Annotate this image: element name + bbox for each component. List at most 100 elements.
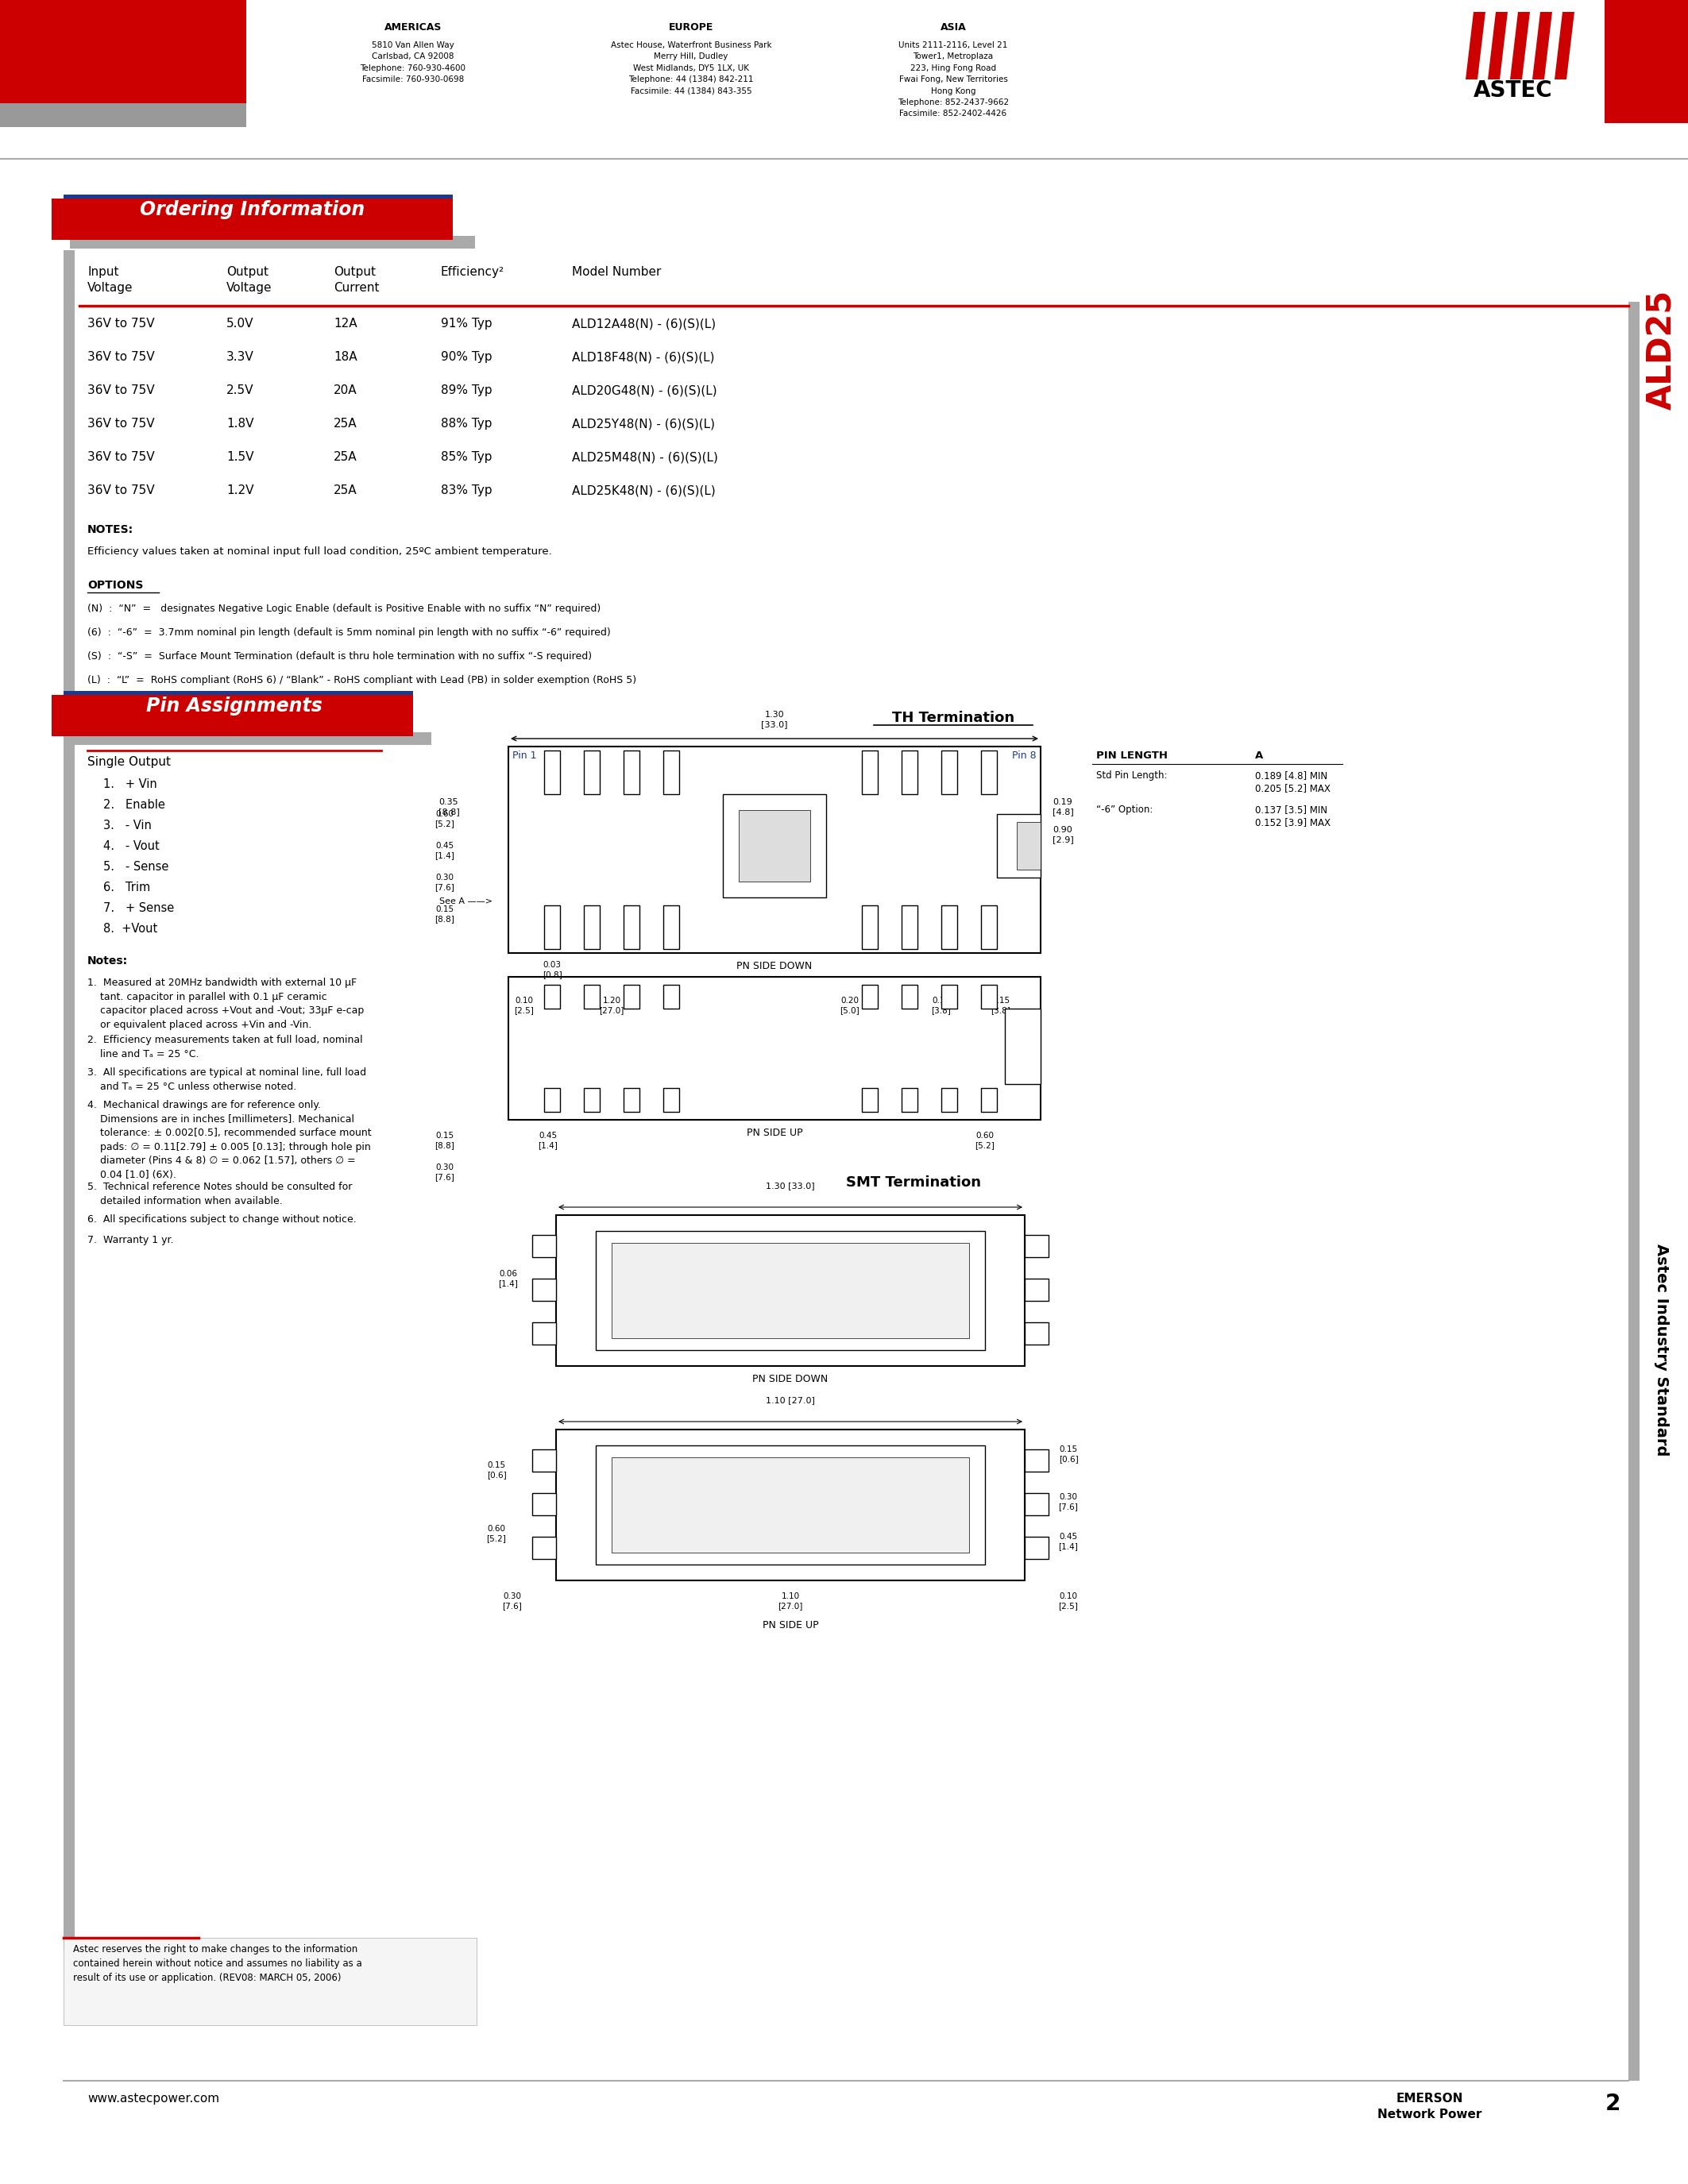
Bar [544,751,560,795]
Text: (6)  :  “-6”  =  3.7mm nominal pin length (default is 5mm nominal pin length wit: (6) : “-6” = 3.7mm nominal pin length (d… [88,627,611,638]
Text: 1.5V: 1.5V [226,452,253,463]
Text: “-6” Option:: “-6” Option: [1096,804,1153,815]
Bar [69,732,432,745]
Text: 7.   + Sense: 7. + Sense [103,902,174,915]
Text: PN SIDE UP: PN SIDE UP [746,1127,802,1138]
Text: 36V to 75V: 36V to 75V [88,352,155,363]
Bar [64,690,414,732]
Text: 7.  Warranty 1 yr.: 7. Warranty 1 yr. [88,1234,174,1245]
Text: 0.15
[8.8]: 0.15 [8.8] [436,1131,454,1149]
Bar [532,1234,555,1258]
Text: (L)  :  “L”  =  RoHS compliant (RoHS 6) / “Blank” - RoHS compliant with Lead (PB: (L) : “L” = RoHS compliant (RoHS 6) / “B… [88,675,636,686]
Bar [64,194,452,236]
Text: 6.  All specifications subject to change without notice.: 6. All specifications subject to change … [88,1214,356,1225]
Bar [901,985,918,1009]
Bar [1025,1278,1048,1302]
Text: 2.5V: 2.5V [226,384,253,395]
Text: SMT Termination: SMT Termination [846,1175,981,1190]
Bar [532,1494,555,1516]
Text: 25A: 25A [334,485,358,496]
Bar [942,985,957,1009]
Bar [1025,1450,1048,1472]
Text: www.astecpower.com: www.astecpower.com [88,2092,219,2105]
Text: ALD18F48(N) - (6)(S)(L): ALD18F48(N) - (6)(S)(L) [572,352,714,363]
Text: 5.0V: 5.0V [226,317,253,330]
Bar [663,985,679,1009]
Bar [584,751,599,795]
Bar [1025,1234,1048,1258]
Text: 0.10
[2.5]: 0.10 [2.5] [1058,1592,1079,1610]
Bar [1025,1494,1048,1516]
Polygon shape [1465,11,1485,79]
Text: Output
Current: Output Current [334,266,380,293]
Bar [981,985,998,1009]
Text: 36V to 75V: 36V to 75V [88,485,155,496]
Text: 0.15
[3.8]: 0.15 [3.8] [932,996,952,1013]
Bar [942,906,957,950]
Bar [981,1088,998,1112]
Text: NOTES:: NOTES: [88,524,133,535]
Text: 36V to 75V: 36V to 75V [88,384,155,395]
Bar [52,695,414,736]
Text: 0.30
[7.6]: 0.30 [7.6] [436,874,454,891]
Bar [246,0,1605,159]
Text: 12A: 12A [334,317,358,330]
Text: 0.60
[5.2]: 0.60 [5.2] [486,1524,506,1542]
Text: See A ——>: See A ——> [439,898,493,906]
Bar [863,985,878,1009]
Text: Single Output: Single Output [88,756,170,769]
Bar [623,751,640,795]
Text: 85% Typ: 85% Typ [441,452,493,463]
Bar [532,1538,555,1559]
Text: 0.189 [4.8] MIN
0.205 [5.2] MAX: 0.189 [4.8] MIN 0.205 [5.2] MAX [1256,771,1330,793]
Bar [69,236,474,249]
Text: 1.30
[33.0]: 1.30 [33.0] [761,710,788,727]
Text: ALD25K48(N) - (6)(S)(L): ALD25K48(N) - (6)(S)(L) [572,485,716,496]
Bar [596,1232,986,1350]
Text: 3.  All specifications are typical at nominal line, full load
    and Tₐ = 25 °C: 3. All specifications are typical at nom… [88,1068,366,1092]
Text: EMERSON
Network Power: EMERSON Network Power [1377,2092,1482,2121]
Text: 18A: 18A [334,352,358,363]
Text: 0.10
[2.5]: 0.10 [2.5] [515,996,533,1013]
Text: Model Number: Model Number [572,266,662,277]
Text: 1.30 [33.0]: 1.30 [33.0] [766,1182,815,1190]
Bar [623,1088,640,1112]
Bar [64,1937,476,2025]
Text: 0.45
[1.4]: 0.45 [1.4] [538,1131,559,1149]
Text: 36V to 75V: 36V to 75V [88,317,155,330]
Text: Ordering Information: Ordering Information [140,201,365,218]
Text: PIN LENGTH: PIN LENGTH [1096,751,1168,760]
Bar [1025,1538,1048,1559]
Text: 36V to 75V: 36V to 75V [88,452,155,463]
Text: 3.3V: 3.3V [226,352,253,363]
Bar [1004,1009,1040,1083]
Text: Astec Industry Standard: Astec Industry Standard [1654,1245,1669,1457]
Bar [1629,301,1639,2081]
Text: 0.20
[5.0]: 0.20 [5.0] [841,996,859,1013]
Polygon shape [1487,11,1507,79]
Text: PN SIDE DOWN: PN SIDE DOWN [753,1374,829,1385]
Bar [584,1088,599,1112]
Text: 5.  Technical reference Notes should be consulted for
    detailed information w: 5. Technical reference Notes should be c… [88,1182,353,1206]
Text: 25A: 25A [334,417,358,430]
Text: 0.35
[8.8]: 0.35 [8.8] [439,797,459,815]
Text: 0.30
[7.6]: 0.30 [7.6] [1058,1494,1079,1509]
Text: 2: 2 [1605,2092,1620,2114]
Bar [64,251,74,1950]
Bar [532,1321,555,1345]
Bar [901,1088,918,1112]
Polygon shape [1533,11,1553,79]
Bar [981,751,998,795]
Text: 0.30
[7.6]: 0.30 [7.6] [436,1164,454,1182]
Text: EUROPE: EUROPE [668,22,714,33]
Bar [623,906,640,950]
Text: Astec House, Waterfront Business Park
Merry Hill, Dudley
West Midlands, DY5 1LX,: Astec House, Waterfront Business Park Me… [611,41,771,94]
Text: 8.  +Vout: 8. +Vout [103,924,157,935]
Text: PN SIDE UP: PN SIDE UP [763,1621,819,1631]
Text: AMERICAS: AMERICAS [385,22,442,33]
Text: ALD25: ALD25 [1646,290,1678,411]
Bar [1605,0,1688,122]
Bar [863,1088,878,1112]
Text: 0.06
[1.4]: 0.06 [1.4] [498,1271,518,1286]
Text: ALD12A48(N) - (6)(S)(L): ALD12A48(N) - (6)(S)(L) [572,317,716,330]
